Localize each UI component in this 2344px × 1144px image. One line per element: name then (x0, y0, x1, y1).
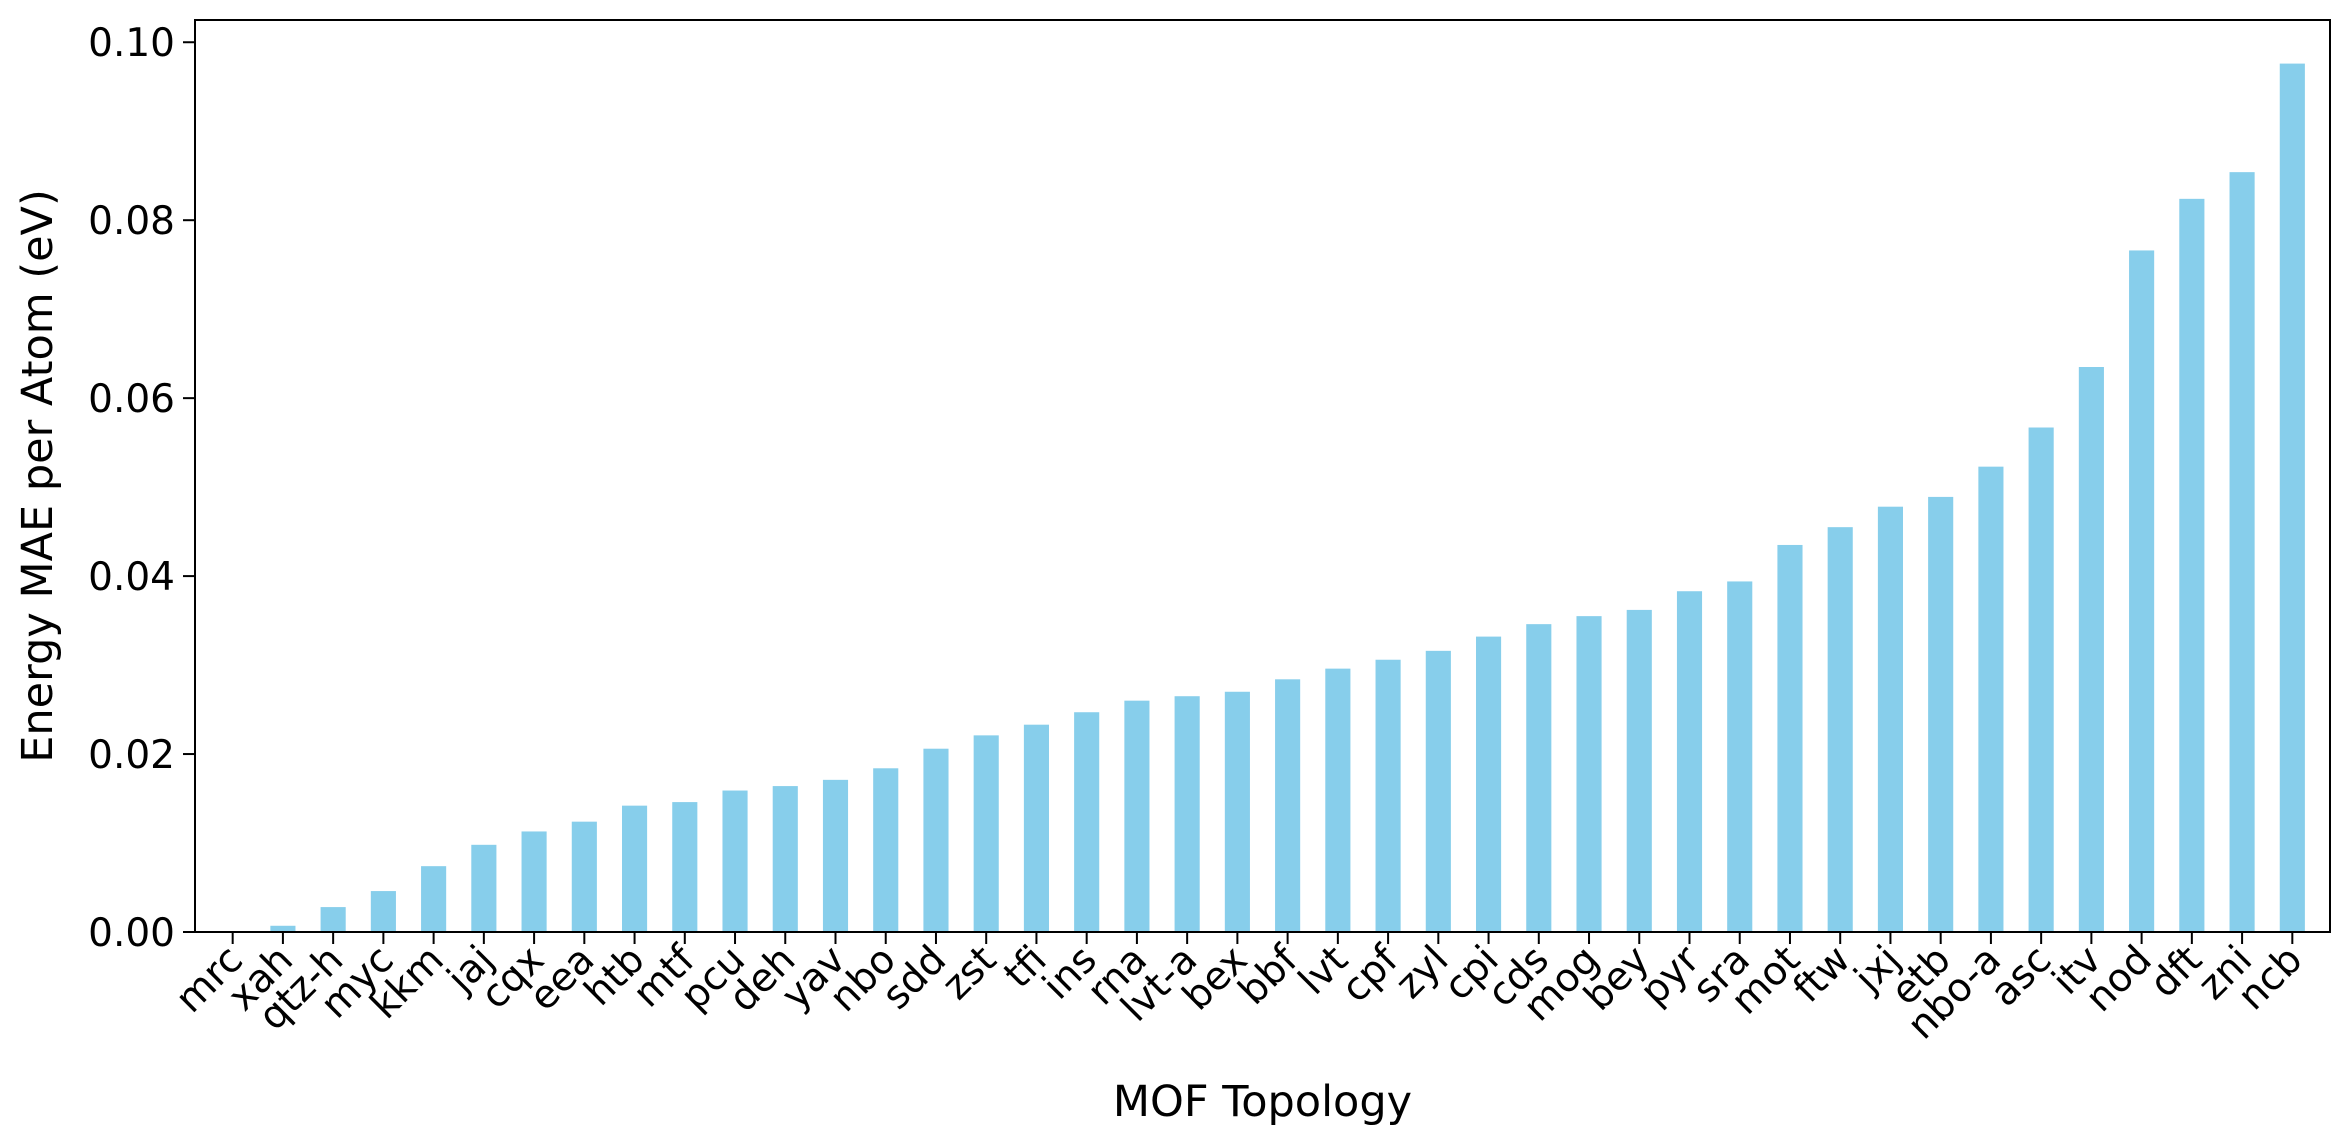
y-tick-label: 0.02 (88, 733, 175, 778)
bar-jxj (1877, 506, 1903, 932)
bar-cds (1526, 624, 1552, 932)
bar-itv (2078, 367, 2104, 932)
plot-frame (194, 19, 2331, 933)
bar-zyl (1425, 650, 1451, 932)
bar-pyr (1676, 591, 1703, 932)
bar-htb (622, 805, 648, 932)
bar-lvt (1325, 668, 1351, 932)
bar-bbf (1275, 679, 1301, 932)
y-axis-ticks: 0.00 0.02 0.04 0.06 0.08 0.10 (88, 21, 195, 956)
bar-ins (1074, 712, 1100, 932)
y-tick-label: 0.04 (88, 555, 175, 600)
bar-nbo-a (1978, 466, 2004, 932)
bar-zni (2229, 172, 2255, 932)
bar-mtf (672, 802, 698, 932)
bar-cpi (1476, 636, 1502, 932)
bar-bex (1224, 691, 1250, 932)
bar-lvt-a (1174, 696, 1200, 932)
x-axis-ticks: mrcxahqtz-hmyckkmjajcqxeeahtbmtfpcudehya… (167, 932, 2311, 1048)
bar-etb (1928, 496, 1954, 932)
bar-dft (2179, 198, 2205, 933)
bar-mog (1576, 616, 1602, 932)
x-tick-label-ncb: ncb (2229, 937, 2311, 1019)
bar-asc (2028, 427, 2054, 932)
bar-ncb (2279, 63, 2305, 933)
y-axis-title: Energy MAE per Atom (eV) (13, 189, 63, 762)
y-tick-label: 0.06 (88, 377, 175, 422)
x-tick-label-ftw: ftw (1785, 937, 1859, 1011)
x-axis-title: MOF Topology (1113, 1077, 1412, 1127)
bar-jaj (471, 844, 497, 932)
bar-cpf (1375, 659, 1401, 932)
bar-deh (772, 786, 798, 932)
bar-kkm (421, 866, 447, 932)
bar-mot (1777, 544, 1803, 932)
y-tick-label: 0.08 (88, 199, 175, 244)
bars-group (270, 63, 2305, 933)
bar-eea (571, 821, 597, 932)
bar-ftw (1827, 527, 1853, 932)
bar-myc (370, 891, 396, 932)
y-tick-label: 0.10 (88, 21, 175, 66)
bar-cqx (521, 831, 547, 932)
bar-nbo (873, 768, 899, 932)
bar-pcu (722, 790, 748, 932)
bar-xah (270, 925, 296, 932)
bar-sra (1727, 581, 1753, 932)
bar-bey (1626, 609, 1652, 932)
bar-nod (2129, 250, 2155, 932)
bar-zst (973, 735, 999, 932)
bar-yav (822, 779, 849, 932)
bar-rna (1124, 700, 1150, 932)
y-tick-label: 0.00 (88, 911, 175, 956)
x-tick-label-zst: zst (934, 937, 1005, 1008)
bar-qtz-h (320, 907, 346, 932)
bar-sdd (923, 748, 949, 932)
bar-tfi (1023, 724, 1049, 932)
